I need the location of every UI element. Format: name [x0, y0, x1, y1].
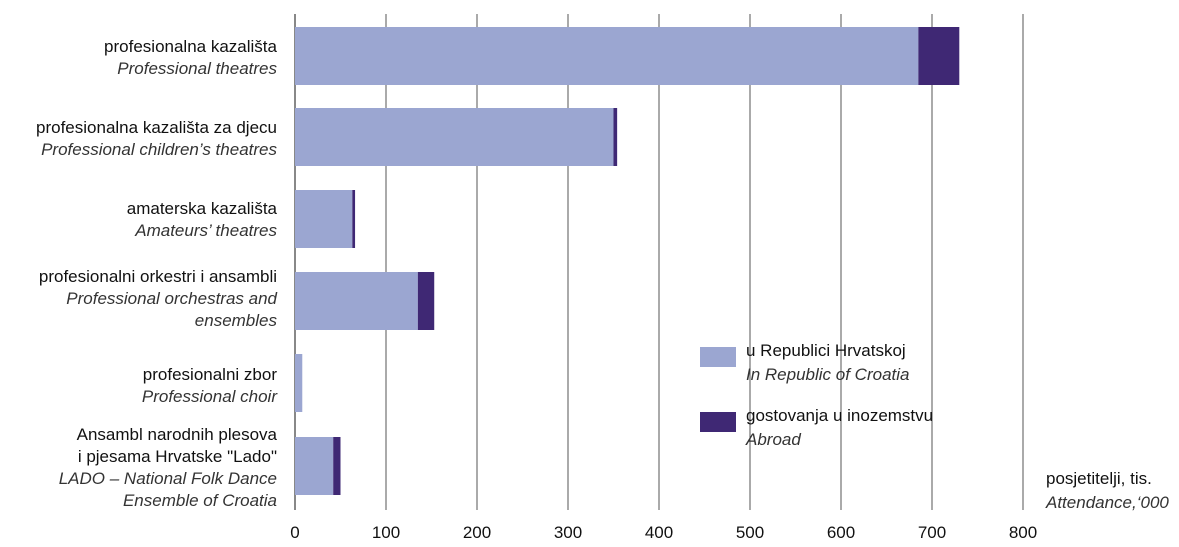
x-tick-label-600: 600 [827, 523, 855, 542]
bar-domestic-2 [295, 190, 353, 248]
x-tick-labels: 0 100 200 300 400 500 600 700 800 [290, 523, 1037, 542]
x-tick-label-200: 200 [463, 523, 491, 542]
bar-abroad-1 [613, 108, 618, 166]
category-label-3: profesionalni orkestri i ansambli Profess… [39, 266, 277, 332]
bar-abroad-2 [352, 190, 356, 248]
bar-abroad-0 [918, 27, 960, 85]
bar-domestic-1 [295, 108, 614, 166]
bar-domestic-3 [295, 272, 418, 330]
category-label-0: profesionalna kazališta Professional thea… [104, 36, 277, 80]
x-tick-label-700: 700 [918, 523, 946, 542]
category-label-5: Ansambl narodnih plesova i pjesama Hrvat… [59, 424, 277, 512]
category-label-hr: Ansambl narodnih plesova i pjesama Hrvat… [76, 425, 277, 466]
legend-swatch-domestic [700, 347, 736, 367]
category-label-en: LADO – National Folk Dance Ensemble of C… [58, 469, 277, 510]
grid-lines [294, 14, 1024, 510]
x-axis-title-hr: posjetitelji, tis. [1046, 469, 1152, 488]
category-label-hr: profesionalna kazališta [104, 37, 277, 56]
x-tick-label-100: 100 [372, 523, 400, 542]
x-tick-label-400: 400 [645, 523, 673, 542]
bar-abroad-3 [417, 272, 435, 330]
legend-label-abroad-en: Abroad [746, 430, 801, 449]
legend-label-domestic-en: In Republic of Croatia [746, 365, 910, 384]
bar-group [295, 27, 960, 495]
x-tick-label-0: 0 [290, 523, 299, 542]
x-tick-label-800: 800 [1009, 523, 1037, 542]
category-label-en: Professional children’s theatres [41, 140, 277, 159]
category-label-hr: profesionalni zbor [142, 365, 277, 384]
category-label-hr: amaterska kazališta [126, 199, 277, 218]
bar-abroad-5 [333, 437, 341, 495]
bar-domestic-4 [295, 354, 303, 412]
legend-label-abroad-hr: gostovanja u inozemstvu [746, 406, 934, 425]
category-label-hr: profesionalni orkestri i ansambli [38, 267, 277, 286]
category-label-2: amaterska kazališta Amateurs’ theatres [127, 198, 277, 242]
x-tick-label-300: 300 [554, 523, 582, 542]
bar-domestic-5 [295, 437, 334, 495]
x-axis-title-en: Attendance,‘000 [1046, 493, 1169, 512]
category-label-en: Professional choir [141, 387, 277, 406]
legend-swatch-abroad [700, 412, 736, 432]
category-label-1: profesionalna kazališta za djecu Professi… [36, 117, 277, 161]
legend-label-domestic-hr: u Republici Hrvatskoj [746, 341, 906, 360]
category-label-en: Professional theatres [117, 59, 277, 78]
category-label-en: Amateurs’ theatres [135, 221, 277, 240]
category-label-4: profesionalni zbor Professional choir [142, 364, 277, 408]
category-label-hr: profesionalna kazališta za djecu [36, 118, 277, 137]
category-label-en: Professional orchestras and ensembles [66, 289, 277, 330]
x-axis-title: posjetitelji, tis. Attendance,‘000 [1046, 467, 1169, 515]
bar-domestic-0 [295, 27, 919, 85]
x-tick-label-500: 500 [736, 523, 764, 542]
